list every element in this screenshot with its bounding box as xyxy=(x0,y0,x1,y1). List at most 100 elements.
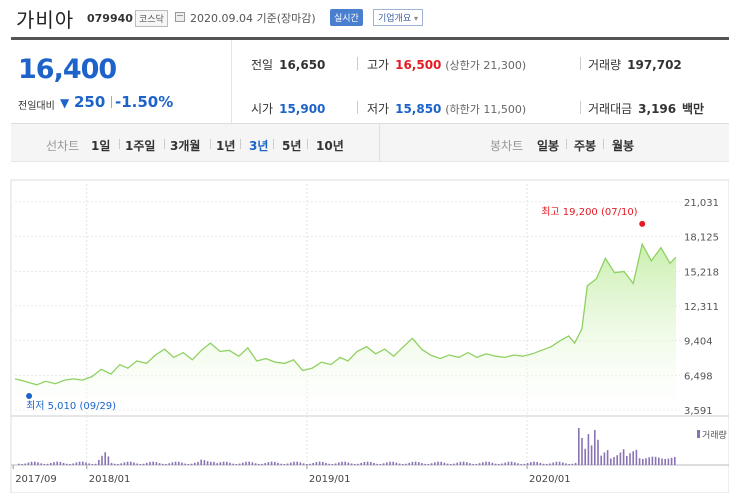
volume-bar xyxy=(341,461,343,465)
volume-bar xyxy=(654,456,657,465)
volume-bar xyxy=(661,458,663,465)
volume-bar xyxy=(523,463,526,465)
candle-chart-label: 봉차트 xyxy=(490,139,524,153)
volume-bar xyxy=(181,462,183,465)
volume-bar xyxy=(72,463,74,465)
volume-bar xyxy=(510,461,513,465)
down-triangle-icon: ▼ xyxy=(60,96,70,110)
volume-bar xyxy=(24,463,26,465)
prev-close-label: 전일 xyxy=(251,58,274,72)
volume-bar xyxy=(53,462,55,465)
divider xyxy=(566,139,567,149)
volume-bar xyxy=(446,463,449,465)
min-marker xyxy=(26,393,33,399)
volume-bar xyxy=(178,461,180,465)
volume-bar xyxy=(232,463,234,465)
volume-bar xyxy=(226,461,228,465)
x-tick-label: 2019/01 xyxy=(309,474,351,485)
change-rate: -1.50% xyxy=(115,93,174,111)
volume-bar xyxy=(546,463,548,465)
volume-bar xyxy=(648,457,650,465)
volume-bar xyxy=(581,438,583,465)
tab-1d[interactable]: 1일 xyxy=(91,139,111,153)
volume-bar xyxy=(187,463,190,465)
volume-bar xyxy=(293,461,295,465)
tab-weekly[interactable]: 주봉 xyxy=(574,139,597,153)
price-line xyxy=(14,242,677,386)
high-label: 고가 xyxy=(367,58,390,72)
volume-bar xyxy=(325,462,327,465)
min-label: 최저 5,010 (09/29) xyxy=(26,400,116,412)
volume-bar xyxy=(408,462,410,465)
volume-bar xyxy=(46,463,49,465)
tab-1y[interactable]: 1년 xyxy=(216,139,236,153)
volume-bar xyxy=(155,462,158,465)
volume-bar xyxy=(104,452,106,465)
volume-bar xyxy=(242,462,244,465)
volume-bar xyxy=(568,463,570,465)
volume-bar xyxy=(619,452,622,465)
divider xyxy=(603,139,604,149)
volume-bar xyxy=(203,460,206,465)
volume-bar xyxy=(558,461,561,465)
volume-bar xyxy=(526,463,529,465)
tab-monthly[interactable]: 월봉 xyxy=(612,139,635,153)
tab-3y[interactable]: 3년 xyxy=(249,139,269,153)
realtime-button[interactable]: 실시간 xyxy=(330,9,363,26)
volume-bar xyxy=(606,450,609,465)
volume-bar xyxy=(312,462,314,465)
volume-bar xyxy=(261,463,263,465)
volume-bar xyxy=(514,462,516,465)
company-overview-dropdown[interactable]: 기업개요 ▾ xyxy=(373,9,424,26)
volume-bar xyxy=(450,463,452,465)
volume-bar xyxy=(466,462,468,465)
volume-bar xyxy=(229,462,231,465)
volume-bar xyxy=(130,461,132,465)
volume-bar xyxy=(280,463,282,465)
volume-bar xyxy=(123,462,126,465)
market-badge: 코스닥 xyxy=(135,10,168,27)
volume-bar xyxy=(267,462,270,465)
volume-bar xyxy=(574,462,577,465)
trade-amount-label: 거래대금 xyxy=(588,102,633,116)
volume-bar xyxy=(590,445,593,465)
volume-bar xyxy=(533,461,535,465)
open-label: 시가 xyxy=(251,102,274,116)
volume-bar xyxy=(507,461,510,465)
volume-bar xyxy=(315,462,318,465)
volume: 거래량 197,702 xyxy=(588,56,682,73)
volume-bar xyxy=(30,461,33,465)
stock-code: 079940 xyxy=(87,12,133,25)
volume-bar xyxy=(632,451,634,465)
divider xyxy=(273,139,274,149)
volume-bar xyxy=(206,461,209,465)
volume-bar xyxy=(600,455,602,465)
tab-1w[interactable]: 1주일 xyxy=(125,139,156,153)
volume-bar xyxy=(395,462,398,465)
trade-amount-value: 3,196 xyxy=(638,102,677,116)
volume-bar xyxy=(398,463,401,465)
volume-bar xyxy=(37,462,39,465)
volume-bar xyxy=(635,449,638,465)
prev-close-value: 16,650 xyxy=(279,58,326,72)
quote-date: 2020.09.04 기준(장마감) xyxy=(190,12,316,25)
volume-bar xyxy=(251,462,254,465)
volume-bar xyxy=(363,461,366,465)
volume-bar xyxy=(338,462,340,465)
volume-bar xyxy=(485,461,487,465)
tab-3m[interactable]: 3개월 xyxy=(170,139,201,153)
open-price: 시가 15,900 xyxy=(251,100,325,117)
chevron-down-icon: ▾ xyxy=(414,14,419,23)
tab-daily[interactable]: 일봉 xyxy=(537,139,560,153)
volume-bar xyxy=(626,455,628,465)
y-tick-label: 21,031 xyxy=(684,198,719,209)
volume-bar xyxy=(651,456,654,465)
tab-10y[interactable]: 10년 xyxy=(316,139,344,153)
volume-bar xyxy=(133,462,135,465)
tab-5y[interactable]: 5년 xyxy=(282,139,302,153)
volume-bar xyxy=(645,458,647,465)
price-area xyxy=(15,244,676,410)
volume-bar xyxy=(414,461,417,465)
volume-bar xyxy=(56,461,58,465)
chart-period-tabs: 선차트 1일 1주일 3개월 1년 3년 5년 10년 봉차트 일봉 주봉 월봉 xyxy=(11,124,729,162)
